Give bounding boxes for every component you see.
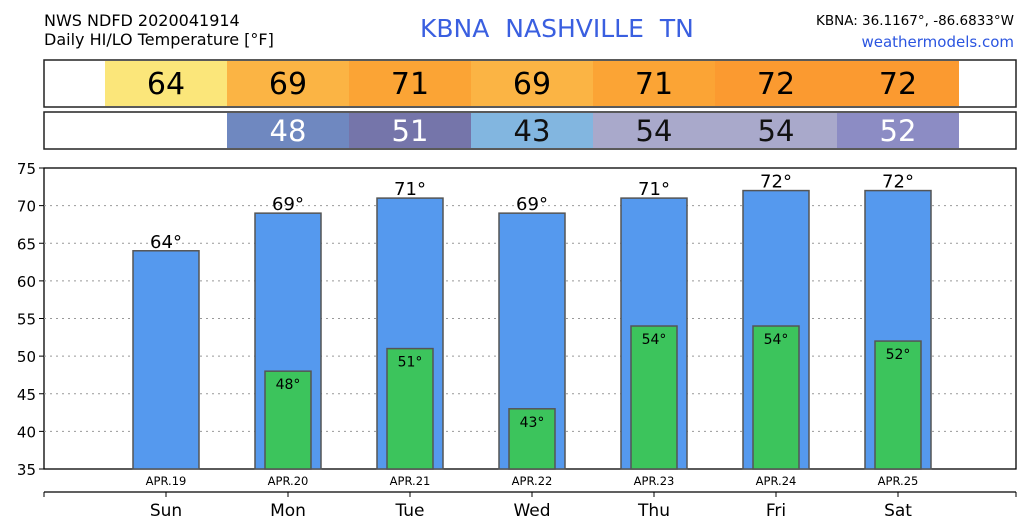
low-temp-label: 54° bbox=[764, 332, 789, 348]
chart-subtitle: Daily HI/LO Temperature [°F] bbox=[44, 30, 274, 49]
low-temp-label: 52° bbox=[886, 347, 911, 363]
low-temp-label: 51° bbox=[398, 355, 423, 371]
station-coordinates: KBNA: 36.1167°, -86.6833°W bbox=[815, 13, 1014, 29]
low-temp-cell bbox=[837, 113, 959, 148]
high-temp-cell bbox=[105, 61, 227, 106]
date-label: APR.25 bbox=[878, 474, 919, 488]
date-label: APR.20 bbox=[268, 474, 309, 488]
low-temp-cell bbox=[105, 113, 227, 148]
high-temp-cell bbox=[593, 61, 715, 106]
high-temp-cell bbox=[715, 61, 837, 106]
low-temp-cell bbox=[227, 113, 349, 148]
low-temp-cell-value: 43 bbox=[514, 114, 551, 148]
y-tick-label: 75 bbox=[17, 160, 36, 178]
high-temp-cell bbox=[837, 61, 959, 106]
day-label: Wed bbox=[513, 501, 550, 521]
low-temp-bar bbox=[630, 325, 678, 470]
low-temp-bar bbox=[874, 340, 922, 470]
low-temp-cell-value: 54 bbox=[758, 114, 795, 148]
date-label: APR.23 bbox=[634, 474, 675, 488]
high-temp-cell bbox=[471, 61, 593, 106]
high-temp-bar bbox=[132, 250, 200, 470]
high-temp-label: 69° bbox=[272, 194, 304, 215]
low-temp-cell bbox=[349, 113, 471, 148]
low-temp-label: 54° bbox=[642, 332, 667, 348]
high-temp-label: 72° bbox=[760, 172, 792, 193]
high-temp-label: 72° bbox=[882, 172, 914, 193]
y-tick-label: 55 bbox=[17, 311, 36, 329]
station-title: KBNA NASHVILLE TN bbox=[420, 14, 694, 43]
low-temp-bar bbox=[264, 370, 312, 470]
high-temp-cell-value: 71 bbox=[635, 67, 673, 102]
day-label: Tue bbox=[394, 501, 424, 521]
high-temp-cell-value: 69 bbox=[269, 67, 307, 102]
high-temp-cell-value: 72 bbox=[757, 67, 795, 102]
date-label: APR.21 bbox=[390, 474, 431, 488]
high-temp-cell-value: 71 bbox=[391, 67, 429, 102]
day-label: Sun bbox=[150, 501, 182, 521]
y-tick-label: 45 bbox=[17, 386, 36, 404]
low-temp-label: 48° bbox=[276, 377, 301, 393]
low-temp-cell bbox=[593, 113, 715, 148]
high-temp-label: 64° bbox=[150, 232, 182, 253]
y-tick-label: 50 bbox=[17, 348, 36, 366]
low-temp-bar bbox=[752, 325, 800, 470]
low-temp-cell-value: 54 bbox=[636, 114, 673, 148]
low-temp-cell-value: 51 bbox=[392, 114, 429, 148]
source-title: NWS NDFD 2020041914 bbox=[44, 11, 240, 30]
y-tick-label: 35 bbox=[17, 461, 36, 479]
low-temp-cell bbox=[715, 113, 837, 148]
high-temp-cell bbox=[349, 61, 471, 106]
low-temp-cell-value: 48 bbox=[270, 114, 307, 148]
date-label: APR.22 bbox=[512, 474, 553, 488]
day-label: Sat bbox=[884, 501, 912, 521]
high-temp-cell bbox=[227, 61, 349, 106]
date-label: APR.24 bbox=[756, 474, 797, 488]
date-label: APR.19 bbox=[146, 474, 187, 488]
high-temp-label: 71° bbox=[394, 179, 426, 200]
low-temp-bar bbox=[508, 408, 556, 470]
day-label: Thu bbox=[637, 501, 670, 521]
high-temp-cell-value: 69 bbox=[513, 67, 551, 102]
high-temp-cell-value: 64 bbox=[147, 67, 185, 102]
y-tick-label: 40 bbox=[17, 423, 36, 441]
low-temp-cell bbox=[471, 113, 593, 148]
day-label: Fri bbox=[766, 501, 786, 521]
low-temp-bar bbox=[386, 347, 434, 470]
low-temp-cell-value: 52 bbox=[880, 114, 917, 148]
y-tick-label: 60 bbox=[17, 273, 36, 291]
y-tick-label: 70 bbox=[17, 198, 36, 216]
high-temp-cell-value: 72 bbox=[879, 67, 917, 102]
high-temp-label: 69° bbox=[516, 194, 548, 215]
website-link[interactable]: weathermodels.com bbox=[861, 33, 1014, 51]
day-label: Mon bbox=[270, 501, 306, 521]
low-temp-label: 43° bbox=[520, 415, 545, 431]
y-tick-label: 65 bbox=[17, 235, 36, 253]
high-temp-label: 71° bbox=[638, 179, 670, 200]
